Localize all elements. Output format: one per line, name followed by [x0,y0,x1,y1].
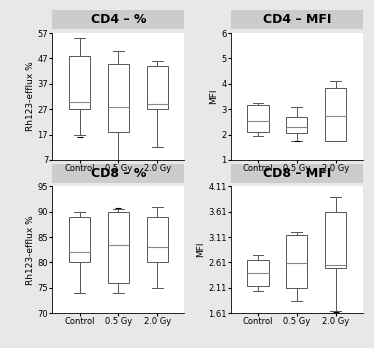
Text: CD8 – MFI: CD8 – MFI [263,167,331,180]
PathPatch shape [247,105,269,132]
PathPatch shape [325,212,346,268]
PathPatch shape [247,260,269,286]
Text: CD4 – MFI: CD4 – MFI [263,14,331,26]
Text: CD8 – %: CD8 – % [91,167,146,180]
Y-axis label: Rh123-efflux %: Rh123-efflux % [26,62,35,132]
PathPatch shape [69,56,90,109]
PathPatch shape [325,88,346,141]
Y-axis label: MFI: MFI [209,89,218,104]
PathPatch shape [286,235,307,288]
PathPatch shape [108,212,129,283]
Text: CD4 – %: CD4 – % [91,14,146,26]
Y-axis label: MFI: MFI [196,242,205,258]
PathPatch shape [286,117,307,133]
PathPatch shape [147,217,168,262]
PathPatch shape [108,64,129,132]
PathPatch shape [69,217,90,262]
Y-axis label: Rh123-efflux %: Rh123-efflux % [26,215,35,285]
PathPatch shape [147,66,168,109]
